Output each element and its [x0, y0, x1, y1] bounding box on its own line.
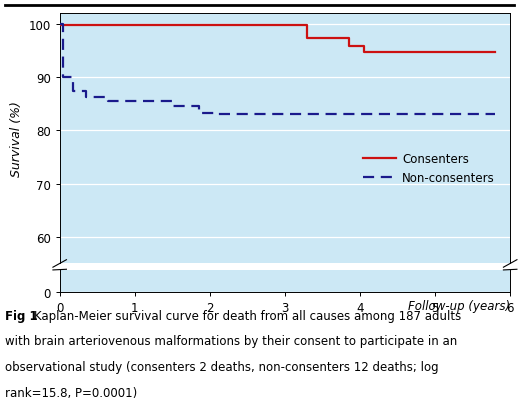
- Text: with brain arteriovenous malformations by their consent to participate in an: with brain arteriovenous malformations b…: [5, 335, 457, 348]
- Legend: Consenters, Non-consenters: Consenters, Non-consenters: [359, 148, 500, 190]
- Text: Kaplan-Meier survival curve for death from all causes among 187 adults: Kaplan-Meier survival curve for death fr…: [34, 309, 461, 322]
- Text: Fig 1: Fig 1: [5, 309, 46, 322]
- Text: observational study (consenters 2 deaths, non-consenters 12 deaths; log: observational study (consenters 2 deaths…: [5, 360, 439, 373]
- Y-axis label: Survival (%): Survival (%): [10, 101, 23, 177]
- Text: rank=15.8, P=0.0001): rank=15.8, P=0.0001): [5, 386, 138, 399]
- Text: Follow-up (years): Follow-up (years): [408, 299, 510, 312]
